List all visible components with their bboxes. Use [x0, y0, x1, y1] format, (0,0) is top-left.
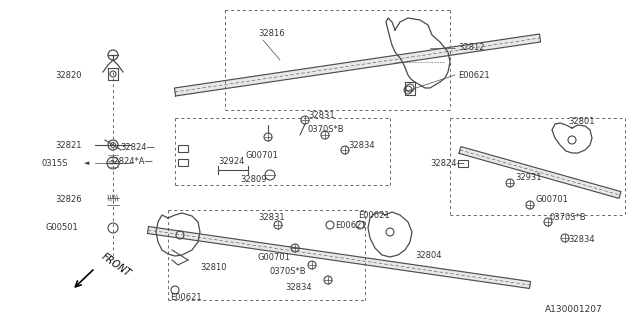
Text: 0370S*B: 0370S*B	[550, 213, 587, 222]
Bar	[178, 158, 188, 165]
Text: 0370S*B: 0370S*B	[270, 268, 307, 276]
Text: 32820: 32820	[55, 70, 81, 79]
Text: 32810: 32810	[200, 263, 227, 273]
Text: E00621: E00621	[458, 70, 490, 79]
Polygon shape	[147, 227, 531, 288]
Text: 32831: 32831	[308, 110, 335, 119]
Text: G00501: G00501	[46, 223, 79, 233]
Polygon shape	[459, 147, 621, 198]
Text: 32834: 32834	[568, 236, 595, 244]
Text: 32801: 32801	[568, 117, 595, 126]
Text: G00701: G00701	[535, 196, 568, 204]
Text: 32834: 32834	[285, 284, 312, 292]
Text: G00701: G00701	[245, 150, 278, 159]
Text: 32816: 32816	[258, 28, 285, 37]
Text: 32831: 32831	[258, 213, 285, 222]
Text: ◄: ◄	[84, 160, 90, 166]
Text: G00701: G00701	[258, 253, 291, 262]
Text: 32812: 32812	[458, 44, 484, 52]
Text: A130001207: A130001207	[545, 306, 603, 315]
Text: 32931: 32931	[515, 173, 541, 182]
Text: 32826: 32826	[55, 196, 82, 204]
Text: E00621: E00621	[335, 220, 367, 229]
Text: FRONT: FRONT	[100, 252, 133, 279]
Text: 32824—: 32824—	[430, 158, 465, 167]
Text: 0315S: 0315S	[42, 158, 68, 167]
Text: 32809: 32809	[240, 175, 266, 185]
Text: 32821: 32821	[55, 140, 81, 149]
Text: E00621: E00621	[358, 211, 390, 220]
Bar	[178, 145, 188, 151]
Text: 32824—: 32824—	[120, 143, 155, 153]
Text: 32834: 32834	[348, 140, 374, 149]
Text: 0370S*B: 0370S*B	[308, 125, 344, 134]
Text: 32804: 32804	[415, 251, 442, 260]
Text: 32824*A—: 32824*A—	[108, 157, 153, 166]
Text: E00621: E00621	[170, 293, 202, 302]
Polygon shape	[175, 34, 541, 96]
Text: 32924: 32924	[218, 157, 244, 166]
Bar	[458, 159, 468, 166]
